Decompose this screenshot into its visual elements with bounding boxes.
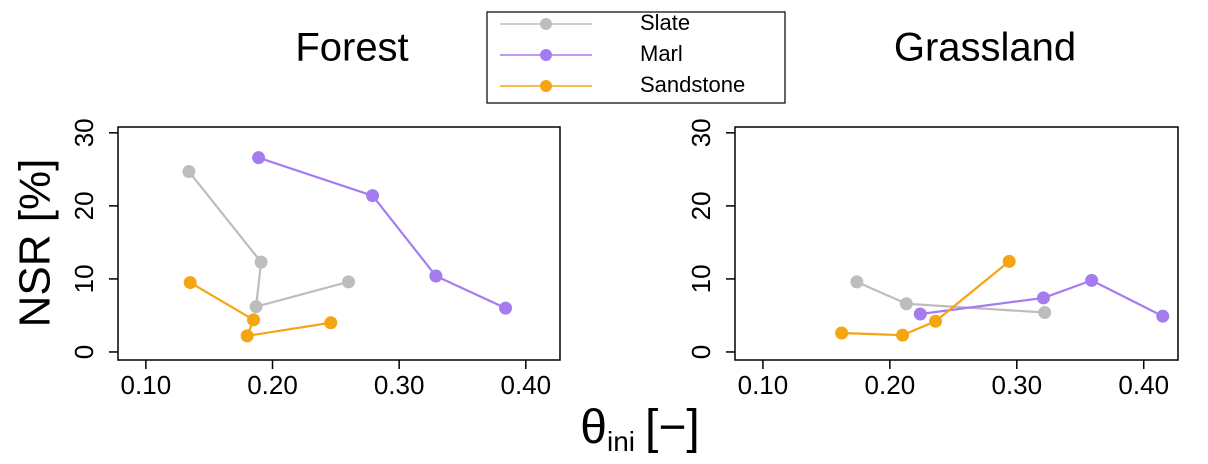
data-point (1156, 309, 1170, 323)
series-line (258, 156, 507, 310)
data-point (183, 276, 197, 290)
series-line (841, 260, 1010, 337)
legend-label: Sandstone (640, 72, 745, 97)
data-point (896, 328, 910, 342)
x-axis-label: θini [−] (580, 401, 699, 458)
data-point (240, 329, 254, 343)
data-point (1085, 273, 1099, 287)
legend-label: Slate (640, 10, 690, 35)
data-point (182, 165, 196, 179)
x-tick-label: 0.20 (247, 370, 298, 400)
data-point (429, 269, 443, 283)
y-tick-label: 30 (69, 118, 99, 147)
plot-frame (117, 126, 561, 361)
y-tick-label: 20 (69, 191, 99, 220)
y-tick-label: 0 (686, 345, 716, 359)
plot-frame (734, 126, 1179, 361)
y-tick-label: 10 (686, 264, 716, 293)
data-point (324, 316, 338, 330)
data-point (341, 275, 355, 289)
data-point (850, 275, 864, 289)
data-point (1038, 306, 1052, 320)
data-point (247, 313, 261, 327)
x-tick-label: 0.10 (738, 370, 789, 400)
panel-title: Forest (295, 26, 408, 70)
series-line (189, 281, 331, 338)
y-axis-label: NSR [%] (11, 159, 60, 328)
y-tick-label: 20 (686, 191, 716, 220)
data-point (366, 189, 380, 203)
data-point (913, 307, 927, 321)
x-tick-label: 0.40 (1118, 370, 1169, 400)
data-point (249, 300, 263, 314)
data-point (1002, 254, 1016, 268)
x-tick-label: 0.40 (501, 370, 552, 400)
data-point (254, 255, 268, 269)
series-line (188, 170, 349, 309)
data-point (929, 314, 943, 328)
x-axis-symbol: θ (580, 401, 607, 454)
legend-marker (540, 49, 552, 61)
x-axis-subscript: ini (607, 426, 635, 457)
legend-box (486, 11, 786, 104)
legend-marker (540, 18, 552, 30)
legend-marker (540, 80, 552, 92)
x-tick-label: 0.30 (374, 370, 425, 400)
x-tick-label: 0.30 (991, 370, 1042, 400)
y-tick-label: 30 (686, 118, 716, 147)
data-point (899, 297, 913, 311)
legend-label: Marl (640, 41, 683, 66)
series-line (920, 279, 1164, 318)
y-tick-label: 10 (69, 264, 99, 293)
y-tick-label: 0 (69, 345, 99, 359)
data-point (252, 151, 266, 165)
panel-title: Grassland (894, 26, 1076, 70)
data-point (499, 301, 513, 315)
data-point (835, 326, 849, 340)
x-axis-unit: [−] (645, 401, 700, 454)
x-tick-label: 0.20 (865, 370, 916, 400)
data-point (1036, 291, 1050, 305)
x-tick-label: 0.10 (121, 370, 172, 400)
